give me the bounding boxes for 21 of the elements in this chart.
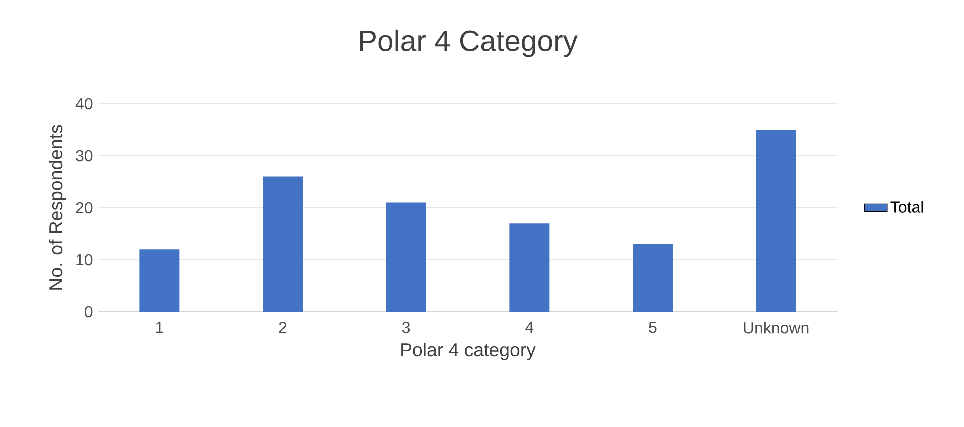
chart-title: Polar 4 Category [360, 30, 578, 58]
x-tick-label: 3 [402, 322, 410, 334]
bar [756, 130, 796, 312]
legend-label: Total [890, 201, 924, 213]
bar [632, 244, 673, 312]
x-tick-label: 5 [649, 322, 657, 334]
bar [140, 250, 180, 312]
y-tick-label: 10 [76, 254, 93, 266]
y-tick-label: 30 [76, 150, 93, 162]
bar [263, 176, 304, 312]
x-tick-label: 1 [156, 322, 164, 334]
y-axis-title: No. of Respondents [48, 125, 66, 290]
x-tick-label: 2 [279, 322, 287, 334]
x-tick-label: Unknown [744, 322, 809, 334]
bar [510, 224, 550, 312]
x-axis-title: Polar 4 category [402, 342, 536, 360]
y-tick-label: 40 [76, 98, 93, 110]
y-tick-label: 20 [76, 202, 93, 214]
x-tick-label: 4 [526, 322, 534, 334]
bar [386, 202, 426, 312]
y-tick-label: 0 [85, 306, 93, 318]
